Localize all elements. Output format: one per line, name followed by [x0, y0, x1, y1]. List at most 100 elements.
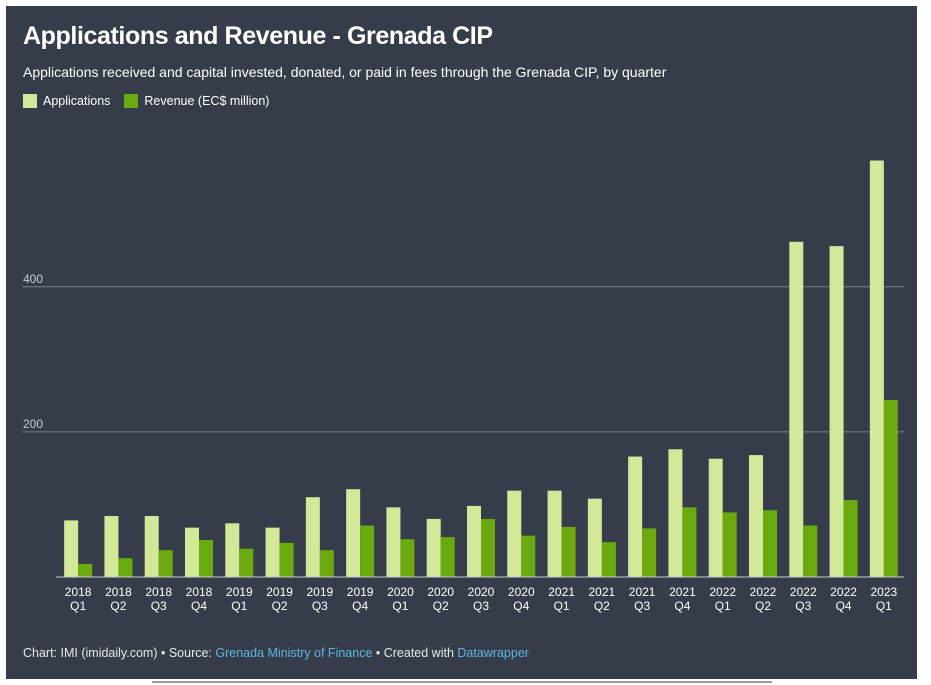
applications-bar-19 — [829, 246, 844, 577]
applications-bar-10 — [467, 505, 481, 577]
legend-item-revenue: Revenue (EC$ million) — [124, 94, 269, 108]
x-tick-label-8-0: 2020 — [387, 585, 414, 599]
x-tick-label-15-1: Q4 — [674, 599, 690, 613]
x-tick-label-5-1: Q2 — [272, 599, 288, 613]
legend-swatch-applications — [23, 94, 37, 108]
x-tick-label-20-1: Q1 — [876, 599, 892, 613]
x-tick-label-3-0: 2018 — [186, 585, 213, 599]
x-tick-label-1-1: Q2 — [110, 599, 126, 613]
x-tick-label-17-1: Q2 — [755, 599, 771, 613]
applications-bar-4 — [225, 523, 240, 577]
x-tick-label-15-0: 2021 — [669, 585, 696, 599]
x-tick-label-0-0: 2018 — [65, 585, 92, 599]
footer-credit: Chart: IMI (imidaily.com) • Source: — [23, 646, 216, 660]
applications-bar-11 — [507, 490, 522, 577]
x-tick-label-19-1: Q4 — [836, 599, 852, 613]
legend: Applications Revenue (EC$ million) — [23, 94, 269, 108]
applications-bar-13 — [587, 498, 602, 577]
applications-bar-15 — [668, 449, 683, 577]
revenue-bar-4 — [239, 548, 254, 577]
revenue-bar-14 — [642, 528, 657, 577]
x-tick-label-19-0: 2022 — [830, 585, 857, 599]
legend-label-applications: Applications — [43, 94, 111, 108]
x-tick-label-18-1: Q3 — [795, 599, 811, 613]
x-tick-label-1-0: 2018 — [105, 585, 132, 599]
revenue-bar-9 — [440, 537, 455, 577]
revenue-bar-6 — [319, 550, 334, 577]
revenue-bar-13 — [601, 542, 616, 577]
revenue-bar-16 — [722, 512, 737, 577]
applications-bar-20 — [869, 160, 884, 577]
applications-bar-2 — [144, 516, 159, 577]
revenue-bar-20 — [883, 399, 898, 577]
x-tick-label-12-1: Q1 — [554, 599, 570, 613]
source-link[interactable]: Grenada Ministry of Finance — [215, 646, 373, 660]
applications-bar-12 — [547, 490, 562, 577]
x-tick-label-6-0: 2019 — [307, 585, 334, 599]
revenue-bar-1 — [118, 558, 133, 577]
footer-created: • Created with — [372, 646, 458, 660]
x-tick-label-13-0: 2021 — [589, 585, 616, 599]
revenue-bar-8 — [400, 539, 415, 577]
x-tick-label-6-1: Q3 — [312, 599, 328, 613]
x-tick-label-18-0: 2022 — [790, 585, 817, 599]
x-tick-label-2-1: Q3 — [151, 599, 167, 613]
y-tick-label-400: 400 — [23, 272, 43, 286]
x-tick-label-17-0: 2022 — [750, 585, 777, 599]
x-tick-label-11-0: 2020 — [508, 585, 535, 599]
revenue-bar-12 — [561, 526, 576, 577]
applications-bar-6 — [305, 497, 320, 577]
x-tick-label-14-1: Q3 — [634, 599, 650, 613]
applications-bar-1 — [104, 516, 119, 577]
applications-bar-16 — [708, 458, 723, 577]
x-tick-label-8-1: Q1 — [392, 599, 408, 613]
applications-bar-18 — [789, 241, 804, 577]
x-tick-label-7-1: Q4 — [352, 599, 368, 613]
y-tick-label-200: 200 — [23, 417, 43, 431]
applications-bar-3 — [185, 527, 199, 577]
datawrapper-link[interactable]: Datawrapper — [457, 646, 529, 660]
x-tick-label-20-0: 2023 — [871, 585, 898, 599]
chart-subtitle: Applications received and capital invest… — [23, 64, 667, 80]
applications-bar-8 — [386, 507, 401, 577]
revenue-bar-10 — [481, 518, 495, 577]
x-tick-label-5-0: 2019 — [266, 585, 293, 599]
legend-swatch-revenue — [124, 94, 139, 108]
x-tick-label-12-0: 2021 — [548, 585, 575, 599]
x-tick-label-10-1: Q3 — [473, 599, 489, 613]
revenue-bar-7 — [360, 525, 375, 577]
x-tick-label-2-0: 2018 — [145, 585, 172, 599]
revenue-bar-0 — [78, 563, 93, 577]
applications-bar-5 — [265, 527, 280, 577]
x-tick-label-11-1: Q4 — [513, 599, 529, 613]
x-tick-label-7-0: 2019 — [347, 585, 374, 599]
x-tick-label-9-1: Q2 — [433, 599, 449, 613]
x-tick-label-16-0: 2022 — [709, 585, 736, 599]
revenue-bar-2 — [158, 550, 173, 577]
chart-footer: Chart: IMI (imidaily.com) • Source: Gren… — [23, 646, 529, 660]
revenue-bar-15 — [682, 507, 697, 577]
revenue-bar-3 — [199, 539, 213, 577]
revenue-bar-11 — [521, 535, 536, 577]
bar-chart: 2004002018Q12018Q22018Q32018Q42019Q12019… — [23, 160, 904, 613]
x-tick-label-14-0: 2021 — [629, 585, 656, 599]
applications-bar-17 — [749, 455, 763, 577]
chart-title: Applications and Revenue - Grenada CIP — [23, 22, 493, 50]
x-tick-label-10-0: 2020 — [468, 585, 495, 599]
revenue-bar-5 — [279, 542, 294, 577]
x-tick-label-3-1: Q4 — [191, 599, 207, 613]
x-tick-label-0-1: Q1 — [70, 599, 86, 613]
revenue-bar-19 — [843, 500, 858, 577]
x-tick-label-9-0: 2020 — [427, 585, 454, 599]
legend-label-revenue: Revenue (EC$ million) — [144, 94, 270, 108]
x-tick-label-4-1: Q1 — [231, 599, 247, 613]
revenue-bar-17 — [763, 510, 777, 577]
chart-panel: Applications and Revenue - Grenada CIP A… — [6, 6, 917, 679]
x-tick-label-13-1: Q2 — [594, 599, 610, 613]
applications-bar-7 — [346, 489, 361, 577]
applications-bar-0 — [64, 520, 79, 577]
bottom-rule — [152, 681, 772, 683]
applications-bar-9 — [426, 518, 441, 577]
revenue-bar-18 — [803, 525, 818, 577]
applications-bar-14 — [628, 456, 643, 577]
